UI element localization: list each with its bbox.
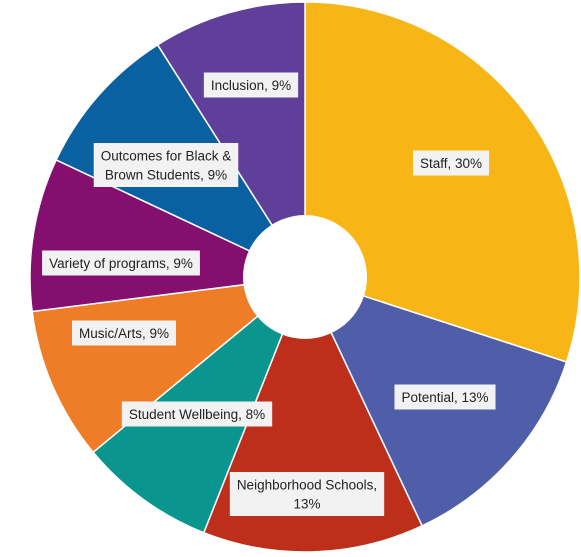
labels-group: Staff, 30% Potential, 13% Neighborhood Sch… bbox=[42, 72, 496, 516]
slice-label-text: Staff, 30% bbox=[420, 156, 482, 171]
slice-label-box-0 bbox=[412, 150, 490, 176]
slice-label-text: Student Wellbeing, 8% bbox=[129, 407, 265, 422]
slice-label-text: Potential, 13% bbox=[401, 390, 488, 405]
slice-label-4: Music/Arts, 9% bbox=[71, 320, 177, 346]
slice-label-text: Music/Arts, 9% bbox=[79, 326, 169, 341]
slice-label-box-7 bbox=[203, 72, 299, 98]
slice-label-0: Staff, 30% bbox=[412, 150, 490, 176]
slice-label-box-6 bbox=[93, 143, 239, 187]
slice-label-5: Variety of programs, 9% bbox=[42, 250, 200, 276]
slice-7 bbox=[156, 1, 306, 280]
slice-0 bbox=[304, 1, 581, 363]
slice-label-box-5 bbox=[42, 250, 200, 276]
slice-label-1: Potential, 13% bbox=[394, 384, 496, 410]
slice-label-text: Neighborhood Schools, bbox=[237, 478, 377, 493]
slice-label-box-2 bbox=[229, 472, 385, 516]
slice-label-box-3 bbox=[121, 401, 273, 427]
slice-label-text: Variety of programs, 9% bbox=[49, 256, 193, 271]
slice-label-3: Student Wellbeing, 8% bbox=[121, 401, 273, 427]
slice-label-2: Neighborhood Schools, 13% bbox=[229, 472, 385, 516]
slice-label-text: Brown Students, 9% bbox=[105, 168, 227, 183]
slice-label-box-4 bbox=[71, 320, 177, 346]
slice-label-box-1 bbox=[394, 384, 496, 410]
slice-label-text: Inclusion, 9% bbox=[211, 78, 291, 93]
slice-label-text: 13% bbox=[293, 497, 320, 512]
slice-label-text: Outcomes for Black & bbox=[101, 149, 232, 164]
slice-label-7: Inclusion, 9% bbox=[203, 72, 299, 98]
slice-label-6: Outcomes for Black & Brown Students, 9% bbox=[93, 143, 239, 187]
donut-hole bbox=[243, 215, 367, 339]
